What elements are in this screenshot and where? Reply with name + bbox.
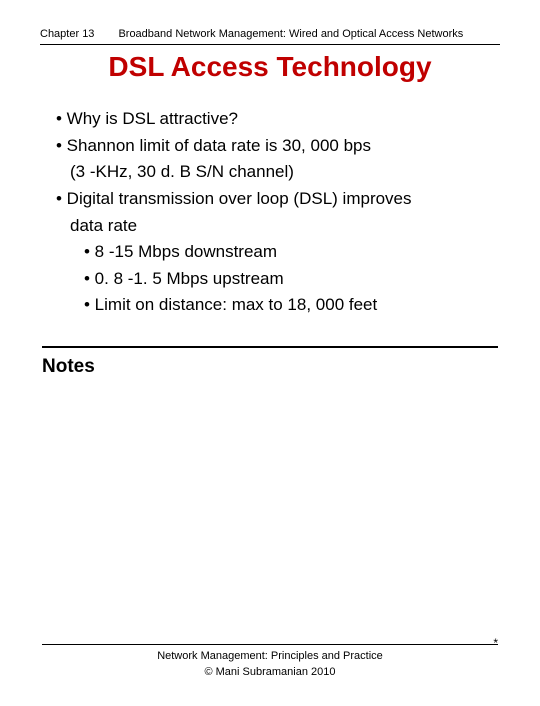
bullet-list: • Why is DSL attractive? • Shannon limit… [0, 107, 540, 318]
sub-bullet-item: • Limit on distance: max to 18, 000 feet [84, 293, 492, 318]
bullet-item: • Shannon limit of data rate is 30, 000 … [56, 134, 492, 159]
chapter-subtitle: Broadband Network Management: Wired and … [118, 28, 463, 40]
page-title: DSL Access Technology [0, 51, 540, 83]
bullet-item-continuation: (3 -KHz, 30 d. B S/N channel) [70, 160, 492, 185]
footer-divider [42, 644, 498, 645]
footer-line-1: Network Management: Principles and Pract… [0, 649, 540, 664]
chapter-label: Chapter 13 [40, 28, 94, 40]
bullet-item-continuation: data rate [70, 214, 492, 239]
footer-text: Network Management: Principles and Pract… [0, 649, 540, 680]
bullet-item: • Digital transmission over loop (DSL) i… [56, 187, 492, 212]
notes-label: Notes [0, 356, 540, 378]
footer: Network Management: Principles and Pract… [0, 644, 540, 680]
notes-divider [42, 346, 498, 348]
footer-line-2: © Mani Subramanian 2010 [0, 665, 540, 680]
sub-bullet-item: • 8 -15 Mbps downstream [84, 240, 492, 265]
bullet-item: • Why is DSL attractive? [56, 107, 492, 132]
header-row: Chapter 13 Broadband Network Management:… [40, 0, 500, 45]
sub-bullet-item: • 0. 8 -1. 5 Mbps upstream [84, 267, 492, 292]
